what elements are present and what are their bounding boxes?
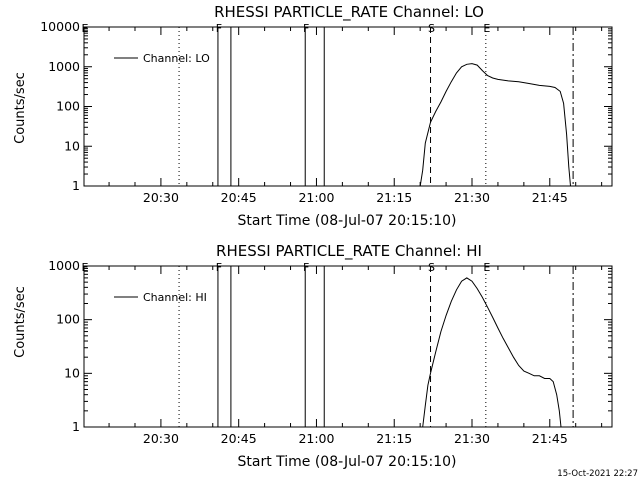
y-tick-label-lo: 10000	[40, 19, 80, 34]
x-tick-label-hi: 20:30	[143, 431, 179, 446]
x-tick-label-lo: 20:45	[221, 190, 257, 205]
x-tick-label-lo: 21:00	[298, 190, 334, 205]
chart-title-hi: RHESSI PARTICLE_RATE Channel: HI	[216, 242, 482, 261]
x-tick-label-lo: 21:45	[532, 190, 568, 205]
x-tick-label-hi: 20:45	[221, 431, 257, 446]
y-tick-label-hi: 1	[72, 419, 80, 434]
event-marker-label-lo: E	[483, 22, 490, 35]
legend-label-hi: Channel: HI	[143, 291, 207, 304]
panel-hi: RHESSI PARTICLE_RATE Channel: HI Start T…	[13, 242, 613, 470]
x-tick-label-hi: 21:30	[454, 431, 490, 446]
chart-title-lo: RHESSI PARTICLE_RATE Channel: LO	[214, 3, 484, 22]
panel-lo: RHESSI PARTICLE_RATE Channel: LO Start T…	[13, 3, 613, 229]
x-tick-label-hi: 21:15	[376, 431, 412, 446]
y-tick-label-lo: 1	[72, 178, 80, 193]
x-tick-label-lo: 21:30	[454, 190, 490, 205]
x-axis-label-lo: Start Time (08-Jul-07 20:15:10)	[237, 213, 456, 229]
event-marker-label-hi: E	[82, 261, 89, 274]
legend-label-lo: Channel: LO	[143, 52, 210, 65]
plot-frame-lo	[83, 26, 613, 187]
event-marker-label-lo: F	[303, 22, 309, 35]
y-tick-label-lo: 1000	[48, 59, 80, 74]
y-axis-label-lo: Counts/sec	[13, 72, 28, 144]
x-tick-label-hi: 21:45	[532, 431, 568, 446]
event-marker-label-lo: E	[82, 22, 89, 35]
series-line-lo	[419, 63, 571, 187]
x-tick-label-lo: 21:15	[376, 190, 412, 205]
series-line-hi	[422, 277, 562, 428]
x-tick-label-lo: 20:30	[143, 190, 179, 205]
y-tick-label-hi: 10	[64, 365, 80, 380]
y-axis-label-hi: Counts/sec	[13, 286, 28, 358]
y-tick-label-lo: 100	[56, 99, 80, 114]
footer-timestamp: 15-Oct-2021 22:27	[557, 469, 638, 479]
event-marker-label-hi: E	[483, 261, 490, 274]
event-marker-label-lo: S	[428, 22, 435, 35]
y-tick-label-hi: 100	[56, 312, 80, 327]
event-marker-label-lo: F	[216, 22, 222, 35]
y-tick-label-lo: 10	[64, 138, 80, 153]
y-tick-label-hi: 1000	[48, 258, 80, 273]
x-axis-label-hi: Start Time (08-Jul-07 20:15:10)	[237, 454, 456, 470]
event-marker-label-hi: S	[428, 261, 435, 274]
event-marker-label-hi: F	[303, 261, 309, 274]
event-marker-label-hi: F	[216, 261, 222, 274]
x-tick-label-hi: 21:00	[298, 431, 334, 446]
